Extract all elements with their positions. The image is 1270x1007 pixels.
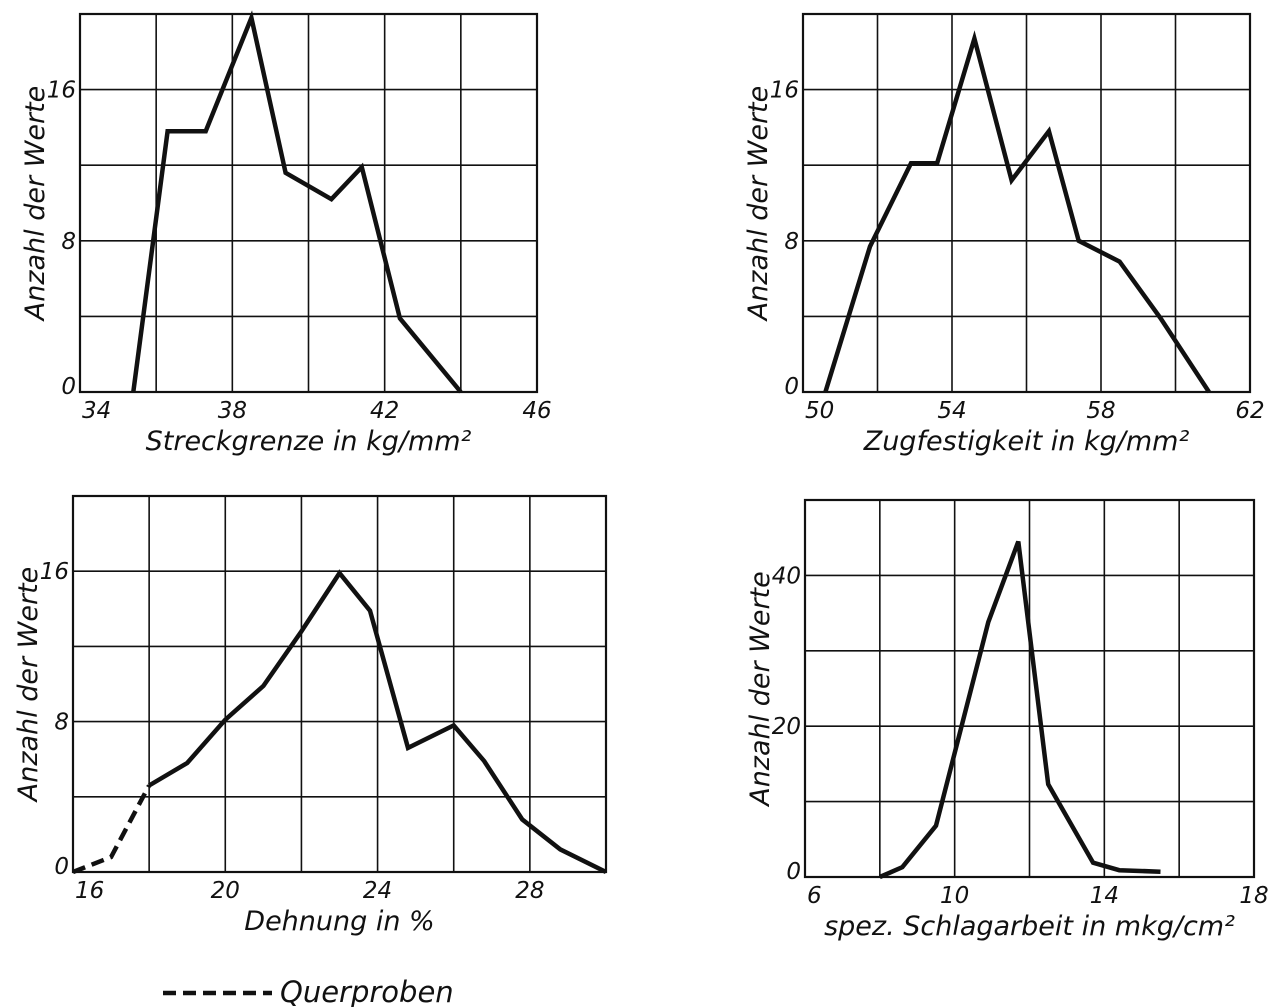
y-tick-label: 0 (61, 374, 76, 400)
plot-frame (71, 494, 608, 874)
chart-panel-streckgrenze: 34 38 42 46 0 8 16 Streckgrenze in kg/mm² Anzahl… (20, 10, 552, 457)
x-axis-title-dehnung: Dehnung in % (244, 906, 434, 937)
chart-panel-schlagarbeit: 6 10 14 18 0 20 40 spez. Schlagarbeit in mkg/cm… (745, 498, 1269, 942)
x-tick-label: 54 (937, 398, 966, 424)
y-tick-label: 8 (784, 229, 799, 255)
series-line-main (147, 569, 607, 875)
x-axis-title-schlagarbeit: spez. Schlagarbeit in mkg/cm² (824, 911, 1235, 942)
x-axis-title-streckgrenze: Streckgrenze in kg/mm² (146, 426, 472, 457)
series-line-main (823, 30, 1211, 394)
x-tick-label: 58 (1086, 398, 1115, 424)
y-axis-title-streckgrenze: Anzahl der Werte (20, 86, 51, 323)
legend: Querproben (163, 975, 454, 1007)
y-axis-title-dehnung: Anzahl der Werte (13, 567, 44, 804)
x-tick-label: 62 (1235, 398, 1264, 424)
y-tick-label: 0 (54, 854, 69, 880)
x-tick-label: 14 (1090, 883, 1119, 909)
plot-frame (78, 12, 539, 394)
y-tick-label: 0 (784, 374, 799, 400)
x-tick-label: 10 (940, 883, 969, 909)
y-tick-label: 8 (54, 710, 69, 736)
x-tick-label: 18 (1239, 883, 1268, 909)
y-tick-label: 16 (47, 78, 76, 104)
x-tick-label: 34 (82, 398, 111, 424)
x-tick-label: 28 (515, 878, 544, 904)
y-axis-title-zugfestigkeit: Anzahl der Werte (743, 86, 774, 323)
plot-frame (803, 498, 1256, 879)
x-axis-title-zugfestigkeit: Zugfestigkeit in kg/mm² (863, 426, 1190, 457)
y-tick-label: 40 (772, 563, 801, 589)
legend-label: Querproben (280, 975, 454, 1007)
x-tick-label: 50 (805, 398, 834, 424)
y-tick-label: 16 (770, 78, 799, 104)
series-line-main (131, 10, 463, 394)
series-line-querproben (72, 784, 152, 875)
series-line-main (878, 540, 1161, 880)
y-tick-label: 16 (40, 559, 69, 585)
plot-frame (801, 12, 1252, 394)
y-tick-label: 20 (772, 714, 801, 740)
x-tick-label: 38 (218, 398, 247, 424)
chart-panel-zugfestigkeit: 50 54 58 62 0 8 16 Zugfestigkeit in kg/mm² Anzah… (743, 12, 1265, 457)
x-tick-label: 42 (370, 398, 399, 424)
chart-panel-dehnung: 16 20 24 28 0 8 16 Dehnung in % Anzahl der Werte (13, 494, 608, 937)
y-axis-title-schlagarbeit: Anzahl der Werte (745, 571, 776, 808)
x-tick-label: 24 (363, 878, 392, 904)
x-tick-label: 20 (211, 878, 240, 904)
y-tick-label: 0 (786, 859, 801, 885)
x-tick-label: 6 (807, 883, 822, 909)
y-tick-label: 8 (61, 229, 76, 255)
x-tick-label: 46 (522, 398, 551, 424)
x-tick-label: 16 (75, 878, 104, 904)
